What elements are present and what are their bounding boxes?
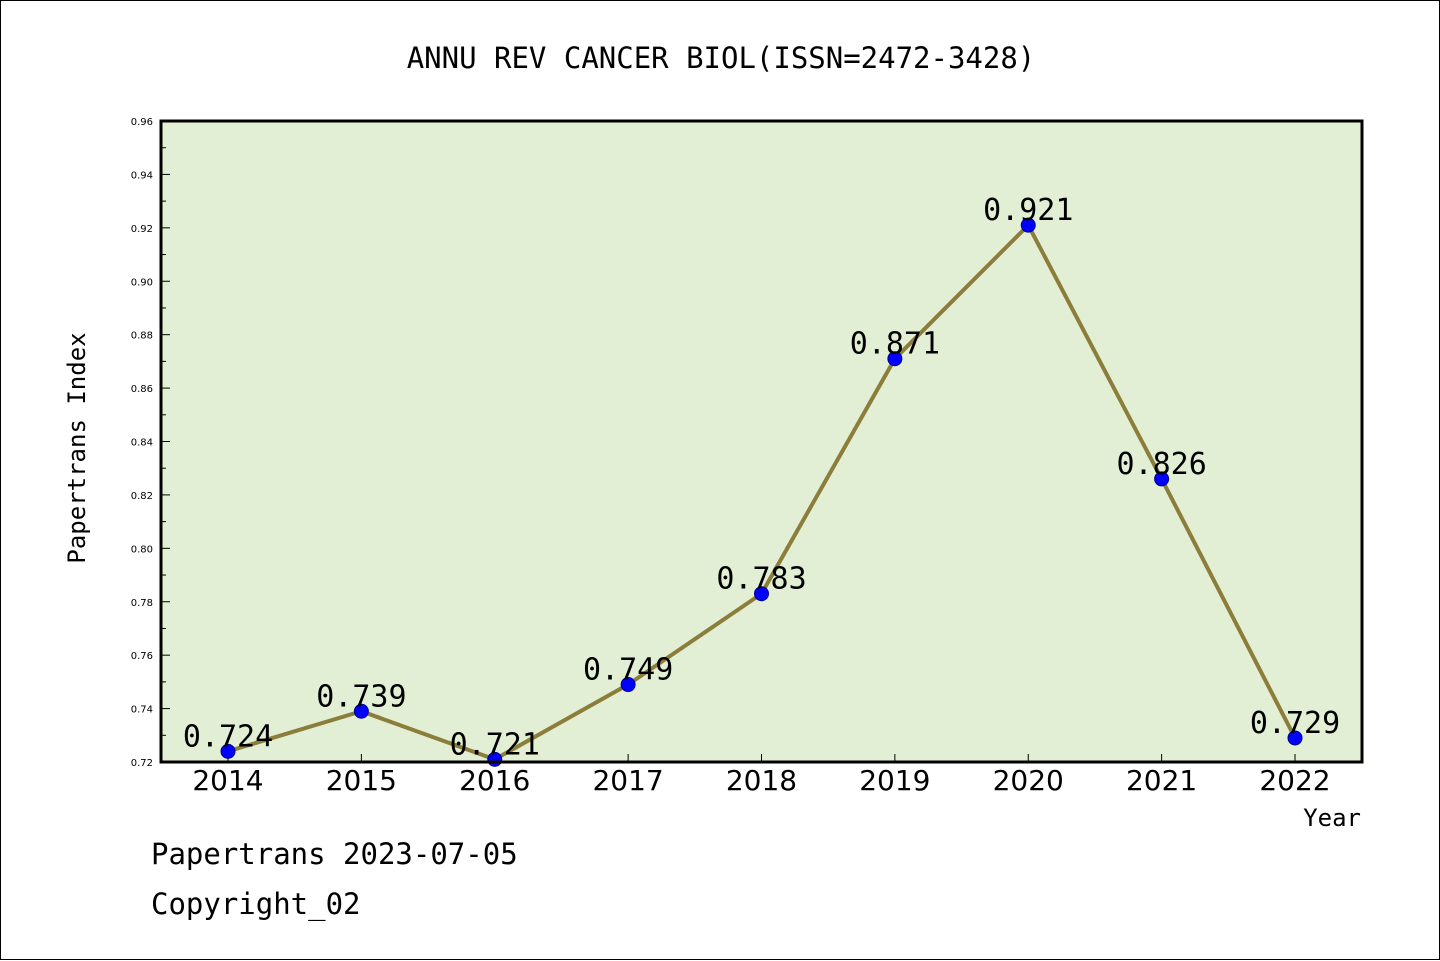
data-label: 0.783 [716,562,806,597]
x-axis-label: Year [1303,804,1361,832]
x-tick-label: 2014 [192,764,263,797]
data-label: 0.826 [1116,447,1206,482]
data-label: 0.749 [583,653,673,688]
y-tick-label: 0.96 [131,117,153,128]
data-label: 0.921 [983,193,1073,228]
y-axis-label: Papertrans Index [63,332,91,563]
data-point [1154,471,1170,487]
x-tick-label: 2019 [859,764,930,797]
y-tick-label: 0.76 [131,651,153,662]
data-point [754,586,769,602]
x-tick-label: 2018 [726,764,797,797]
y-tick-label: 0.74 [131,705,153,716]
data-label: 0.721 [450,727,540,762]
y-tick-label: 0.80 [131,544,153,555]
x-tick-label: 2017 [592,764,663,797]
plot-area [161,121,1362,762]
y-tick-label: 0.78 [131,598,153,609]
data-point [220,743,236,759]
x-tick-label: 2015 [326,764,397,797]
x-axis: 2014 2015 2016 2017 2018 2019 2020 2021 2022 [192,754,1331,797]
y-tick-label: 0.90 [131,277,153,288]
x-tick-label: 2022 [1259,764,1330,797]
footer-date: Papertrans 2023-07-05 [151,837,518,871]
data-point [1020,217,1036,233]
y-tick-label: 0.88 [131,331,153,342]
y-tick-label: 0.84 [131,438,153,449]
data-label: 0.729 [1250,706,1340,741]
data-point [620,677,636,693]
data-point [353,703,369,719]
plot-border [159,119,1364,764]
data-label: 0.871 [850,327,940,362]
y-axis: 0.72 0.74 0.76 0.78 0.80 0.82 0.84 0.86 0.88 0.90… [131,117,170,769]
data-label: 0.739 [316,679,406,714]
y-tick-label: 0.82 [131,491,153,502]
data-point [887,351,903,367]
data-label: 0.724 [183,719,273,754]
x-tick-label: 2021 [1126,764,1197,797]
x-tick-label: 2016 [459,764,530,797]
footer-copyright: Copyright_02 [151,887,361,921]
chart-title: ANNU REV CANCER BIOL(ISSN=2472-3428) [407,41,1036,75]
data-point [1287,730,1303,746]
x-tick-label: 2020 [993,764,1064,797]
y-tick-label: 0.72 [131,758,153,769]
y-tick-label: 0.94 [131,170,153,181]
y-tick-label: 0.92 [131,224,153,235]
series-layer: 0.724 0.739 0.721 0.749 0.783 0.871 0.921 0.826… [183,193,1340,767]
y-tick-label: 0.86 [131,384,153,395]
